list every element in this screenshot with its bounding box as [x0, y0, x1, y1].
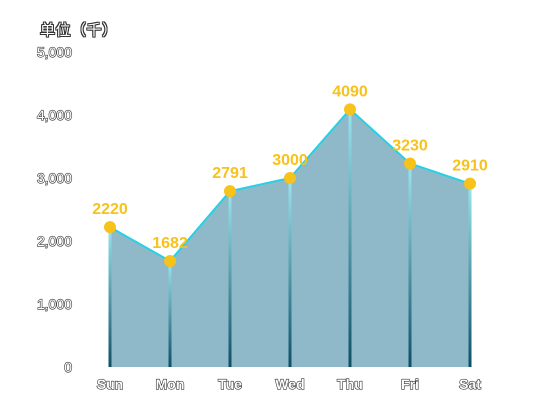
data-point-tue[interactable]: [224, 185, 236, 198]
y-tick-label: 2,000: [37, 233, 72, 249]
y-tick-label: 3,000: [37, 170, 72, 186]
y-tick-label: 5,000: [37, 44, 72, 60]
data-labels: 2220 1682 2791 3000 4090 3230 2910: [92, 83, 488, 252]
y-axis-ticks: 0 1,000 2,000 3,000 4,000 5,000: [36, 43, 72, 375]
x-tick-label-sat: Sat: [459, 376, 481, 392]
drop-line-sat: [468, 183, 472, 367]
drop-line-mon: [168, 261, 172, 367]
data-point-wed[interactable]: [284, 172, 296, 184]
x-tick-label-wed: Wed: [275, 376, 304, 392]
y-tick-label: 1,000: [37, 296, 72, 312]
data-label-sun: 2220: [92, 201, 128, 218]
data-label-wed: 3000: [272, 152, 308, 169]
drop-line-tue: [228, 191, 232, 367]
data-point-sat[interactable]: [464, 177, 476, 190]
x-tick-label-mon: Mon: [156, 376, 185, 392]
data-point-sun[interactable]: [104, 221, 116, 234]
data-label-tue: 2791: [212, 165, 248, 182]
drop-line-wed: [288, 178, 292, 367]
markers: [104, 103, 476, 268]
x-axis-ticks: Sun Mon Tue Wed Thu Fri Sat: [96, 375, 482, 392]
data-point-fri[interactable]: [404, 157, 416, 170]
drop-line-thu: [348, 109, 352, 367]
drop-line-sun: [108, 227, 112, 367]
x-tick-label-thu: Thu: [337, 376, 363, 392]
x-tick-label-tue: Tue: [218, 376, 242, 392]
data-label-mon: 1682: [152, 235, 188, 252]
data-label-sat: 2910: [452, 158, 488, 175]
y-axis-unit-label: 单位（千）: [40, 22, 118, 39]
data-point-thu[interactable]: [344, 103, 356, 116]
data-point-mon[interactable]: [164, 255, 176, 268]
y-tick-label: 0: [64, 359, 72, 375]
drop-lines: [108, 109, 472, 367]
x-tick-label-fri: Fri: [401, 376, 419, 392]
data-label-thu: 4090: [332, 83, 368, 100]
data-label-fri: 3230: [392, 138, 428, 155]
y-tick-label: 4,000: [37, 107, 72, 123]
drop-line-fri: [408, 163, 412, 367]
x-tick-label-sun: Sun: [97, 376, 123, 392]
